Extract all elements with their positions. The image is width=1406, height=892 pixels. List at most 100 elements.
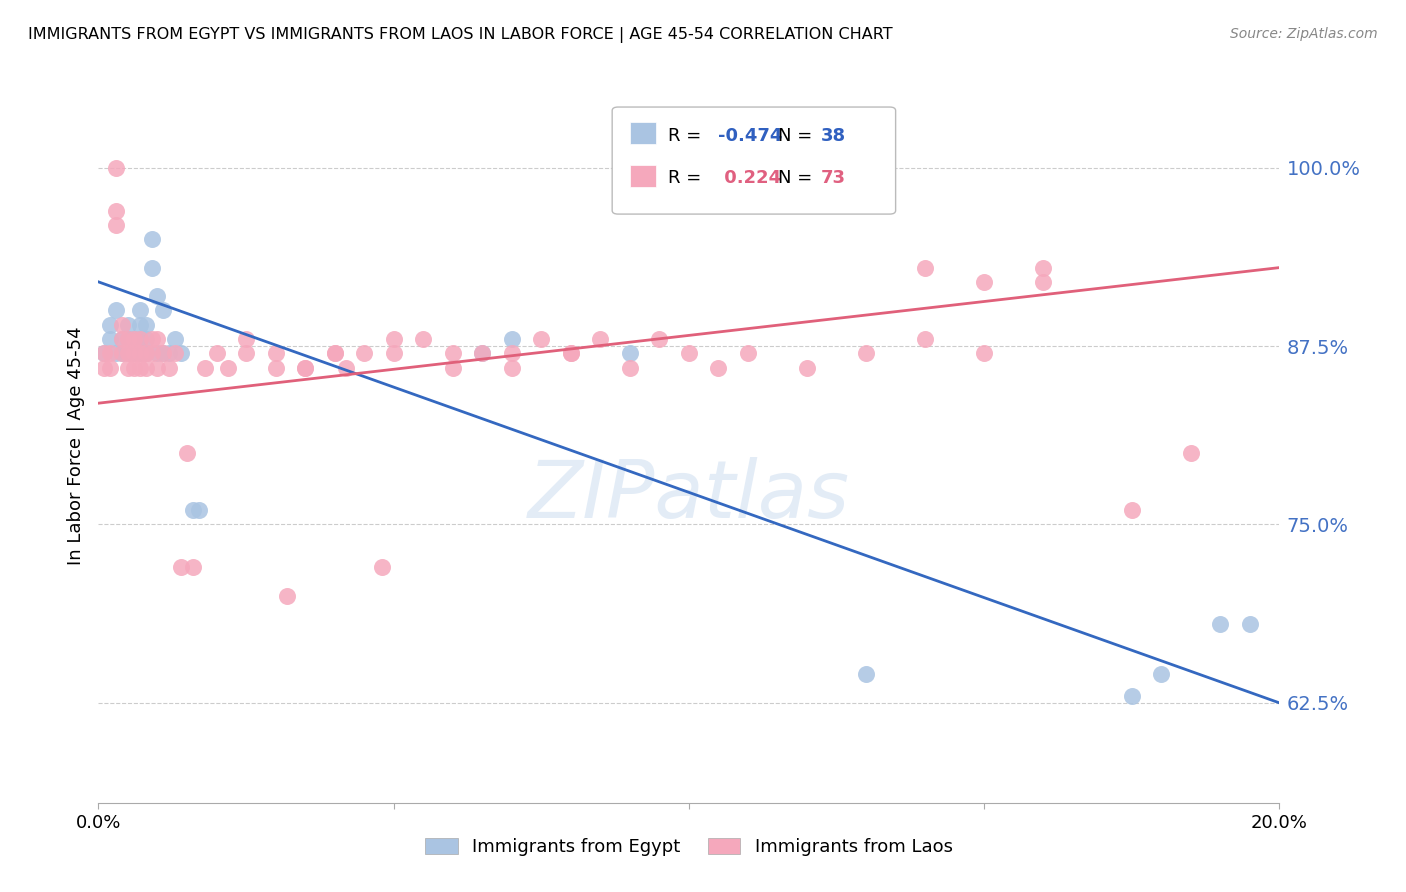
Point: [323, 346, 346, 360]
Point: [914, 260, 936, 275]
Text: R =: R =: [668, 169, 707, 187]
Point: [128, 303, 150, 318]
Point: [141, 346, 163, 360]
Point: [205, 346, 228, 360]
Point: [530, 332, 553, 346]
Point: [93, 346, 115, 360]
Point: [796, 360, 818, 375]
Point: [855, 667, 877, 681]
Point: [152, 346, 174, 360]
Point: [589, 332, 612, 346]
FancyBboxPatch shape: [612, 107, 896, 214]
Point: [1180, 446, 1202, 460]
Point: [105, 203, 128, 218]
Point: [117, 360, 139, 375]
Point: [264, 346, 287, 360]
Point: [117, 332, 139, 346]
Point: [93, 360, 115, 375]
Point: [217, 360, 239, 375]
Point: [1150, 667, 1173, 681]
Point: [141, 232, 163, 246]
Point: [128, 332, 150, 346]
Point: [170, 560, 193, 574]
Point: [98, 346, 121, 360]
Point: [111, 346, 134, 360]
Text: ZIPatlas: ZIPatlas: [527, 457, 851, 535]
Point: [157, 346, 180, 360]
Point: [973, 275, 995, 289]
Point: [98, 332, 121, 346]
Point: [737, 346, 759, 360]
Point: [471, 346, 494, 360]
Point: [914, 332, 936, 346]
Point: [973, 346, 995, 360]
Point: [170, 346, 193, 360]
Point: [441, 360, 464, 375]
Point: [619, 360, 641, 375]
Point: [146, 332, 169, 346]
Legend: Immigrants from Egypt, Immigrants from Laos: Immigrants from Egypt, Immigrants from L…: [420, 832, 957, 862]
Point: [501, 332, 523, 346]
Text: N =: N =: [778, 127, 817, 145]
Point: [560, 346, 582, 360]
Point: [135, 360, 157, 375]
Point: [111, 332, 134, 346]
Point: [105, 303, 128, 318]
Text: -0.474: -0.474: [718, 127, 783, 145]
Point: [165, 346, 187, 360]
Text: N =: N =: [778, 169, 817, 187]
Point: [141, 260, 163, 275]
Point: [122, 346, 145, 360]
Point: [276, 589, 298, 603]
Point: [187, 503, 209, 517]
Text: 0.0%: 0.0%: [76, 814, 121, 832]
Text: 20.0%: 20.0%: [1251, 814, 1308, 832]
Point: [501, 360, 523, 375]
Point: [181, 560, 204, 574]
Point: [146, 360, 169, 375]
Point: [128, 332, 150, 346]
Point: [135, 346, 157, 360]
Point: [152, 346, 174, 360]
Point: [855, 346, 877, 360]
Point: [353, 346, 375, 360]
Point: [1121, 503, 1143, 517]
Bar: [630, 122, 655, 145]
Point: [181, 503, 204, 517]
Text: 73: 73: [821, 169, 846, 187]
Point: [1209, 617, 1232, 632]
Point: [412, 332, 434, 346]
Point: [707, 360, 730, 375]
Point: [111, 332, 134, 346]
Point: [471, 346, 494, 360]
Point: [146, 346, 169, 360]
Point: [122, 332, 145, 346]
Point: [122, 332, 145, 346]
Point: [111, 318, 134, 332]
Point: [294, 360, 316, 375]
Point: [560, 346, 582, 360]
Point: [111, 346, 134, 360]
Point: [135, 346, 157, 360]
Point: [648, 332, 671, 346]
Point: [501, 346, 523, 360]
Point: [176, 446, 198, 460]
Point: [135, 332, 157, 346]
Point: [105, 346, 128, 360]
Point: [294, 360, 316, 375]
Point: [128, 360, 150, 375]
Point: [382, 346, 405, 360]
Point: [135, 318, 157, 332]
Point: [93, 346, 115, 360]
Point: [382, 332, 405, 346]
Point: [152, 303, 174, 318]
Point: [117, 346, 139, 360]
Point: [105, 161, 128, 175]
Point: [1032, 275, 1054, 289]
Point: [1032, 260, 1054, 275]
Point: [235, 346, 257, 360]
Point: [335, 360, 357, 375]
Y-axis label: In Labor Force | Age 45-54: In Labor Force | Age 45-54: [66, 326, 84, 566]
Text: R =: R =: [668, 127, 707, 145]
Point: [323, 346, 346, 360]
